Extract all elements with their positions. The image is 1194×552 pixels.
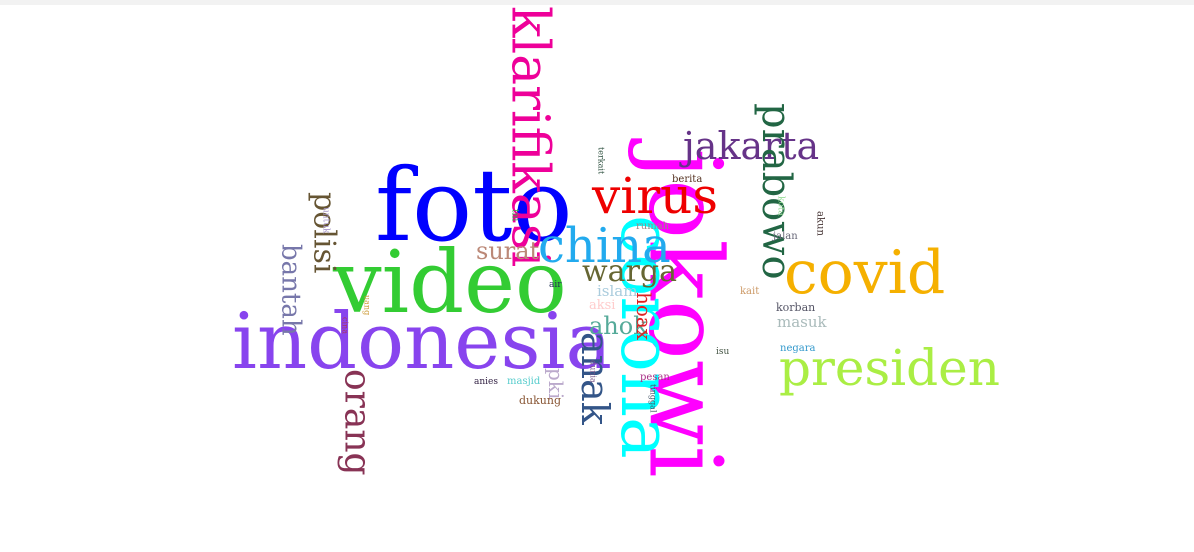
word-kota: kota [775,196,785,216]
word-uang: uang [362,295,371,315]
word-prabowo: prabowo [753,103,799,280]
word-virus: virus [591,167,718,225]
word-islam: islam [597,282,637,300]
word-tni: tni [509,209,519,221]
word-masuk: masuk [777,313,828,331]
word-dunia: dunia [588,360,597,383]
word-cina: cina [340,317,349,334]
word-aksi: aksi [589,298,615,313]
word-anies: anies [474,377,498,387]
word-isu: isu [716,347,729,357]
word-negara: negara [780,343,816,354]
word-air: air [549,280,562,290]
word-kait: kait [740,286,759,297]
word-warga: warga [582,254,677,289]
word-indonesia: indonesia [232,297,612,387]
word-jokowi: jokowi [627,138,744,478]
word-terkait: terkait [596,147,605,175]
word-orang: orang [336,369,377,476]
word-untuk: untuk [320,207,330,234]
word-dukung: dukung [519,394,561,407]
word-surat: surat [476,237,540,265]
word-pesan: pesan [640,372,670,383]
word-covid: covid [784,238,945,308]
word-polisi: polisi [306,192,341,273]
word-ahok: ahok [589,312,648,340]
word-corona: corona [605,215,687,459]
word-bantah: bantah [276,244,306,336]
word-berita: berita [672,174,702,185]
word-masjid: masjid [507,376,541,387]
word-video: video [332,233,567,333]
word-jalan: jalan [772,231,798,242]
word-jakarta: jakarta [679,124,819,168]
word-tinggal: tinggal [648,384,657,413]
word-foto: foto [375,147,573,264]
word-presiden: presiden [779,339,1000,397]
word-pki: pki [544,368,568,399]
word-rumah: rumah [636,221,670,232]
word-china: china [538,218,671,274]
word-hoax: hoax [632,292,656,341]
word-anak: anak [573,332,617,426]
word-korban: korban [776,301,815,314]
word-akun: akun [815,211,826,236]
top-bar [0,0,1194,5]
word-klarifikasi: klarifikasi [499,6,559,267]
